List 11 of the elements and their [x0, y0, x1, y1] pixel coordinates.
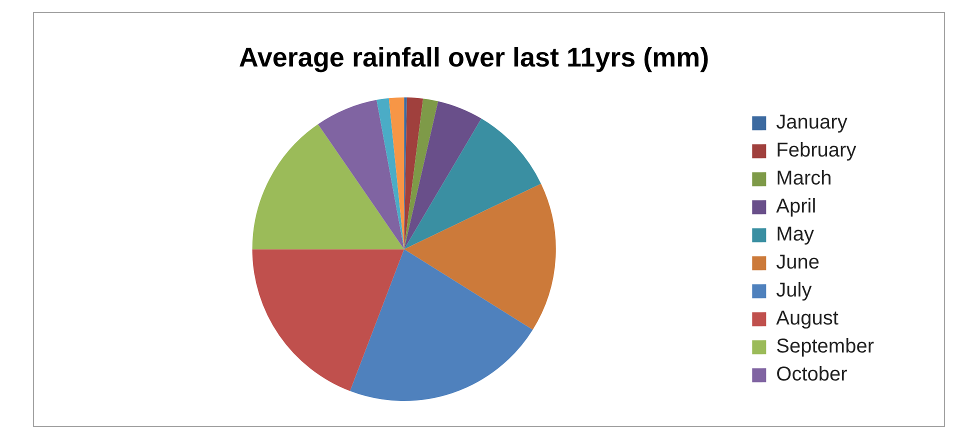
legend-label: May [776, 224, 814, 246]
legend-label: February [776, 140, 856, 162]
chart-title: Average rainfall over last 11yrs (mm) [238, 42, 710, 73]
legend-label: March [776, 168, 832, 190]
legend-label: June [776, 252, 820, 274]
legend-label: August [776, 308, 839, 330]
legend-label: July [776, 280, 812, 302]
legend-label: January [776, 112, 848, 134]
legend-label: October [776, 364, 848, 386]
legend-label: September [776, 336, 874, 358]
legend-label: April [776, 196, 816, 218]
